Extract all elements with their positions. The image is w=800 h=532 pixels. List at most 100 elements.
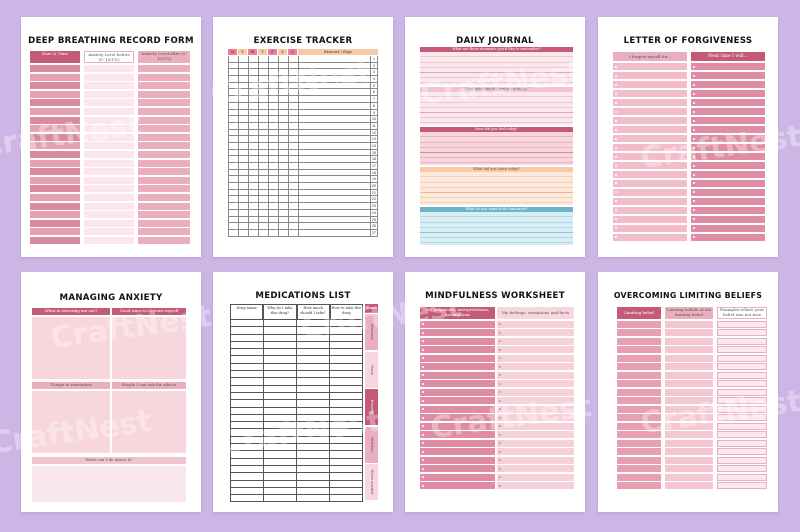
table-row[interactable] [497,388,574,396]
table-row[interactable]: 12 [228,129,378,137]
day-checkbox[interactable] [238,89,248,96]
day-checkbox[interactable] [268,142,278,149]
day-checkbox[interactable] [268,229,278,236]
table-row[interactable] [84,125,134,133]
table-row[interactable] [30,99,80,107]
day-checkbox[interactable] [258,216,268,223]
day-checkbox[interactable] [288,142,298,149]
medication-cell[interactable] [230,407,263,415]
day-checkbox[interactable] [228,69,238,76]
table-row[interactable] [230,371,363,379]
table-row[interactable] [230,400,363,408]
day-checkbox[interactable] [248,176,258,183]
table-row[interactable] [420,439,495,447]
day-checkbox[interactable] [258,82,268,89]
medication-cell[interactable] [263,371,296,379]
day-checkbox[interactable] [288,176,298,183]
table-row[interactable] [30,150,80,158]
table-row[interactable]: 8 [228,102,378,110]
medication-cell[interactable] [296,327,329,335]
day-checkbox[interactable] [278,149,288,156]
day-checkbox[interactable] [268,129,278,136]
medication-cell[interactable] [263,436,296,445]
day-checkbox[interactable] [228,223,238,229]
day-checkbox[interactable] [278,163,288,169]
table-row[interactable] [665,371,713,379]
table-row[interactable] [613,188,687,197]
table-row[interactable] [691,215,765,224]
medication-cell[interactable] [263,422,296,430]
table-row[interactable] [420,337,495,345]
table-row[interactable]: 15 [228,149,378,157]
day-checkbox[interactable] [278,229,288,236]
table-row[interactable]: 18 [228,169,378,177]
table-row[interactable] [138,236,190,244]
day-checkbox[interactable] [278,56,288,62]
medication-cell[interactable] [230,422,263,430]
day-checkbox[interactable] [278,116,288,122]
day-checkbox[interactable] [248,69,258,76]
day-checkbox[interactable] [278,122,288,129]
medication-cell[interactable] [230,480,263,488]
table-row[interactable] [613,89,687,98]
table-row[interactable] [691,98,765,107]
table-row[interactable] [138,73,190,81]
day-checkbox[interactable] [278,156,288,162]
table-row[interactable] [138,168,190,176]
day-checkbox[interactable] [228,142,238,149]
table-row[interactable] [497,465,574,473]
day-checkbox[interactable] [288,82,298,89]
exercise-cell[interactable] [298,196,370,203]
day-checkbox[interactable] [278,189,288,196]
time-slot[interactable]: When needed [365,464,378,500]
table-row[interactable] [717,321,767,328]
day-checkbox[interactable] [228,189,238,196]
day-checkbox[interactable] [228,76,238,82]
table-row[interactable] [665,346,713,354]
medication-cell[interactable] [296,458,329,466]
table-row[interactable] [30,125,80,133]
table-row[interactable] [30,90,80,98]
table-row[interactable] [665,397,713,405]
exercise-cell[interactable] [298,169,370,176]
exercise-cell[interactable] [298,109,370,116]
table-row[interactable] [30,142,80,150]
medication-cell[interactable] [329,392,363,401]
medication-cell[interactable] [329,407,363,415]
table-row[interactable] [613,170,687,179]
table-row[interactable] [617,363,661,371]
day-checkbox[interactable] [228,149,238,156]
table-row[interactable] [617,482,661,490]
exercise-cell[interactable] [298,136,370,142]
day-checkbox[interactable] [288,76,298,82]
table-row[interactable] [30,159,80,167]
day-checkbox[interactable] [248,62,258,69]
exercise-cell[interactable] [298,89,370,96]
table-row[interactable]: 6 [228,89,378,97]
table-row[interactable]: 20 [228,183,378,190]
day-checkbox[interactable] [228,156,238,162]
day-checkbox[interactable] [258,223,268,229]
day-checkbox[interactable] [238,129,248,136]
medication-cell[interactable] [296,334,329,342]
table-row[interactable] [617,329,661,337]
medication-cell[interactable] [263,385,296,393]
medication-cell[interactable] [263,473,296,481]
medication-cell[interactable] [329,320,363,328]
table-row[interactable]: 10 [228,116,378,123]
medication-cell[interactable] [329,436,363,445]
medication-cell[interactable] [230,385,263,393]
day-checkbox[interactable] [248,56,258,62]
day-checkbox[interactable] [238,142,248,149]
table-row[interactable] [230,392,363,401]
table-row[interactable] [665,337,713,345]
table-row[interactable] [497,397,574,405]
table-row[interactable] [230,327,363,335]
day-checkbox[interactable] [228,89,238,96]
medication-cell[interactable] [329,341,363,350]
day-checkbox[interactable] [258,109,268,116]
medication-cell[interactable] [296,451,329,459]
medication-cell[interactable] [329,480,363,488]
table-row[interactable] [420,431,495,439]
table-row[interactable] [230,349,363,357]
